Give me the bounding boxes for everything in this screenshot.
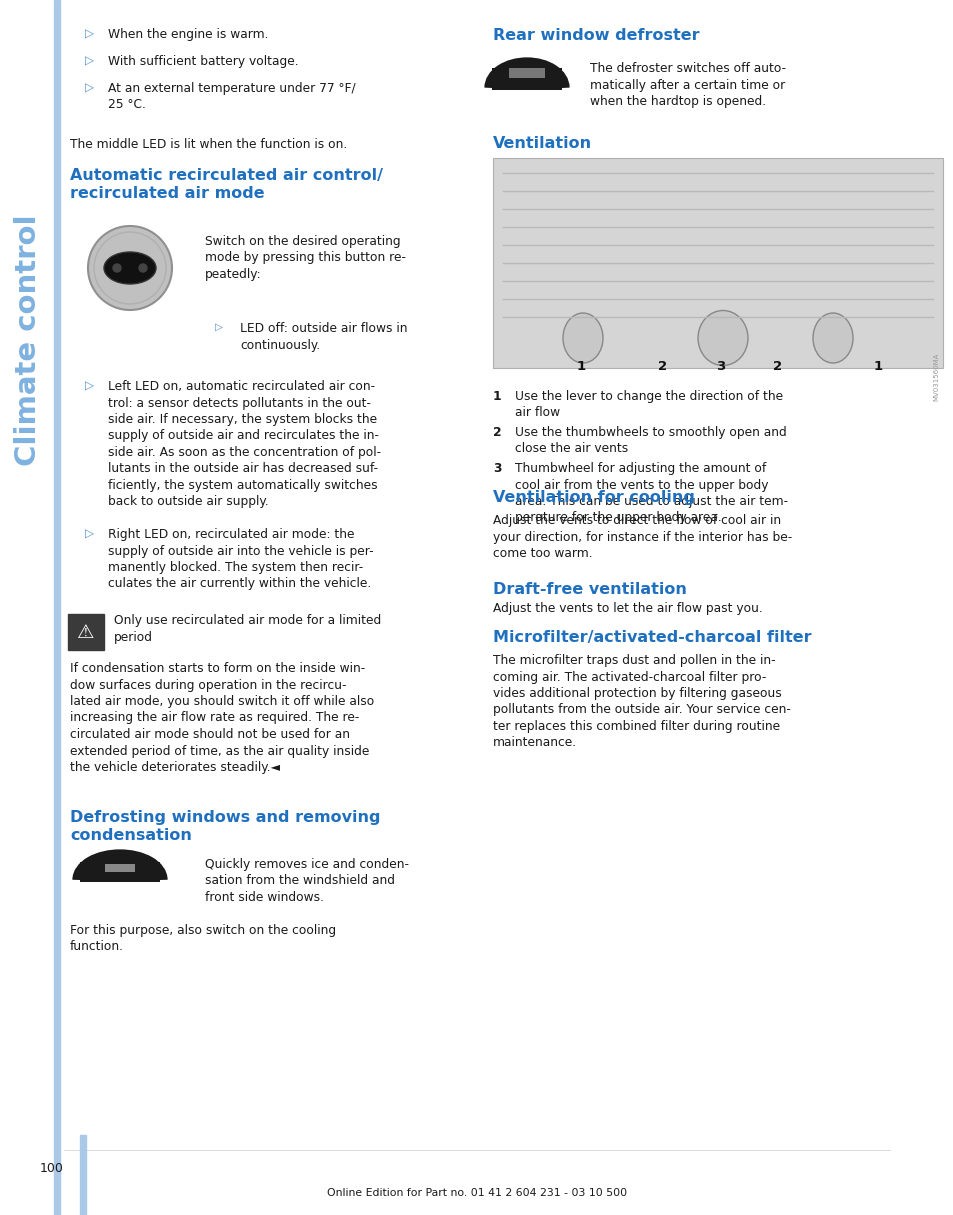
Text: 3: 3 [716, 360, 725, 373]
Circle shape [88, 226, 172, 310]
Text: For this purpose, also switch on the cooling
function.: For this purpose, also switch on the coo… [70, 923, 335, 954]
Bar [54, 0, 60, 1215]
Text: When the engine is warm.: When the engine is warm. [108, 28, 268, 41]
Text: Ventilation for cooling: Ventilation for cooling [493, 490, 694, 505]
Text: 100: 100 [40, 1162, 64, 1175]
Ellipse shape [562, 313, 602, 363]
Text: Automatic recirculated air control/
recirculated air mode: Automatic recirculated air control/ reci… [70, 168, 382, 200]
Text: With sufficient battery voltage.: With sufficient battery voltage. [108, 55, 298, 68]
Text: Left LED on, automatic recirculated air con-
trol: a sensor detects pollutants i: Left LED on, automatic recirculated air … [108, 380, 381, 509]
Text: 2: 2 [493, 426, 501, 439]
Text: Rear window defroster: Rear window defroster [493, 28, 699, 43]
Bar [68, 614, 104, 650]
Text: Draft-free ventilation: Draft-free ventilation [493, 582, 686, 597]
Text: ▷: ▷ [85, 380, 94, 392]
Text: 1: 1 [493, 390, 501, 403]
Ellipse shape [104, 252, 156, 284]
Text: Microfilter/activated-charcoal filter: Microfilter/activated-charcoal filter [493, 631, 811, 645]
Text: LED off: outside air flows in
continuously.: LED off: outside air flows in continuous… [240, 322, 407, 351]
Text: Quickly removes ice and conden-
sation from the windshield and
front side window: Quickly removes ice and conden- sation f… [205, 858, 409, 904]
Text: Thumbwheel for adjusting the amount of
cool air from the vents to the upper body: Thumbwheel for adjusting the amount of c… [515, 462, 787, 525]
Text: 3: 3 [493, 462, 501, 475]
Text: Adjust the vents to direct the flow of cool air in
your direction, for instance : Adjust the vents to direct the flow of c… [493, 514, 791, 560]
Text: ▷: ▷ [85, 55, 94, 68]
Text: Use the lever to change the direction of the
air flow: Use the lever to change the direction of… [515, 390, 782, 419]
Text: Right LED on, recirculated air mode: the
supply of outside air into the vehicle : Right LED on, recirculated air mode: the… [108, 529, 374, 590]
Text: The middle LED is lit when the function is on.: The middle LED is lit when the function … [70, 139, 347, 151]
Text: MV031560MA: MV031560MA [932, 354, 938, 401]
Circle shape [112, 264, 121, 272]
Bar [80, 1135, 86, 1215]
Text: Switch on the desired operating
mode by pressing this button re-
peatedly:: Switch on the desired operating mode by … [205, 234, 406, 281]
Text: Climate control: Climate control [14, 214, 42, 465]
Text: Defrosting windows and removing
condensation: Defrosting windows and removing condensa… [70, 810, 380, 843]
Text: Only use recirculated air mode for a limited
period: Only use recirculated air mode for a lim… [113, 614, 381, 644]
Text: If condensation starts to form on the inside win-
dow surfaces during operation : If condensation starts to form on the in… [70, 662, 374, 774]
Ellipse shape [698, 311, 747, 366]
Text: 1: 1 [873, 360, 882, 373]
Bar [492, 68, 561, 90]
Bar [509, 68, 544, 78]
Circle shape [139, 264, 147, 272]
Text: At an external temperature under 77 °F/
25 °C.: At an external temperature under 77 °F/ … [108, 81, 355, 112]
Text: The defroster switches off auto-
matically after a certain time or
when the hard: The defroster switches off auto- matical… [589, 62, 785, 108]
Text: Ventilation: Ventilation [493, 136, 592, 151]
Bar [105, 864, 135, 872]
Text: ▷: ▷ [214, 322, 223, 332]
Text: 2: 2 [658, 360, 667, 373]
Text: Use the thumbwheels to smoothly open and
close the air vents: Use the thumbwheels to smoothly open and… [515, 426, 786, 456]
Text: ▷: ▷ [85, 28, 94, 41]
Text: ⚠: ⚠ [77, 622, 94, 642]
Ellipse shape [812, 313, 852, 363]
Text: Adjust the vents to let the air flow past you.: Adjust the vents to let the air flow pas… [493, 601, 762, 615]
Bar [493, 158, 942, 368]
Bar [80, 861, 160, 882]
Text: ▷: ▷ [85, 529, 94, 541]
Text: 2: 2 [773, 360, 781, 373]
Text: The microfilter traps dust and pollen in the in-
coming air. The activated-charc: The microfilter traps dust and pollen in… [493, 654, 790, 750]
Text: ▷: ▷ [85, 81, 94, 95]
Text: 1: 1 [576, 360, 585, 373]
Text: Online Edition for Part no. 01 41 2 604 231 - 03 10 500: Online Edition for Part no. 01 41 2 604 … [327, 1188, 626, 1198]
